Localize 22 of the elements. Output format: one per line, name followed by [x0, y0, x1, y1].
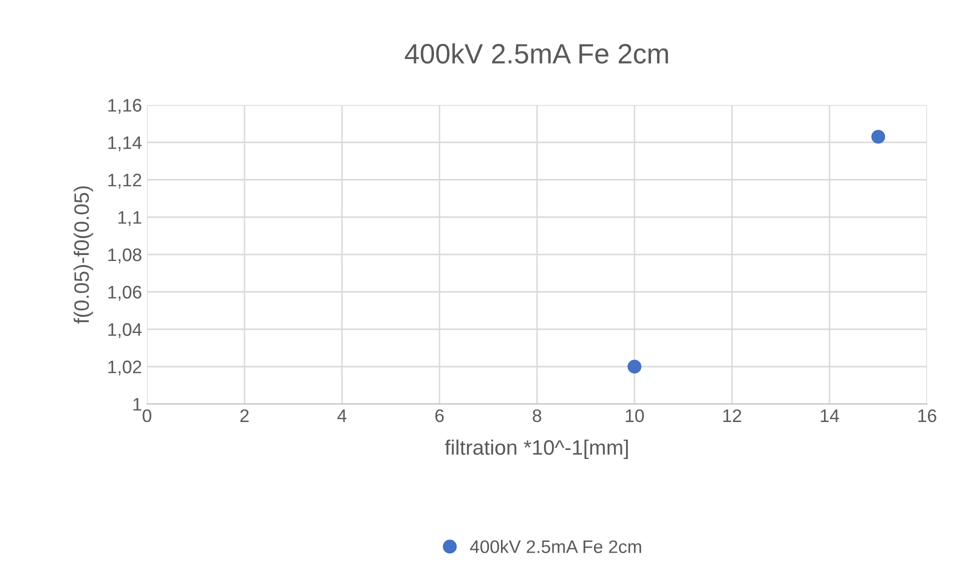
y-tick-label: 1,16 — [108, 98, 142, 114]
x-tick-label: 16 — [918, 409, 936, 422]
y-axis-title: f(0.05)-f0(0.05) — [74, 186, 94, 324]
x-tick-label: 0 — [142, 409, 152, 422]
y-tick-label: 1,1 — [118, 211, 142, 226]
x-tick-label: 12 — [723, 409, 742, 422]
x-tick-label: 6 — [435, 409, 444, 422]
x-tick-label: 10 — [626, 409, 644, 422]
y-tick-label: 1 — [133, 398, 142, 411]
y-tick-label: 1,06 — [108, 286, 142, 301]
y-tick-label: 1,08 — [108, 248, 142, 264]
x-tick-label: 8 — [532, 409, 542, 422]
x-tick-label: 2 — [240, 409, 249, 422]
x-tick-label: 4 — [337, 410, 346, 422]
y-tick-label: 1,02 — [108, 360, 142, 376]
y-tick-label: 1,04 — [108, 323, 142, 338]
chart-title: 400kV 2.5mA Fe 2cm — [404, 43, 668, 64]
y-tick-label: 1,14 — [108, 136, 142, 152]
y-tick-label: 1,12 — [108, 174, 142, 189]
x-tick-label: 14 — [820, 410, 840, 422]
x-axis-title: filtration *10^-1[mm] — [445, 440, 628, 459]
legend-label: 400kV 2.5mA Fe 2cm — [470, 540, 642, 554]
